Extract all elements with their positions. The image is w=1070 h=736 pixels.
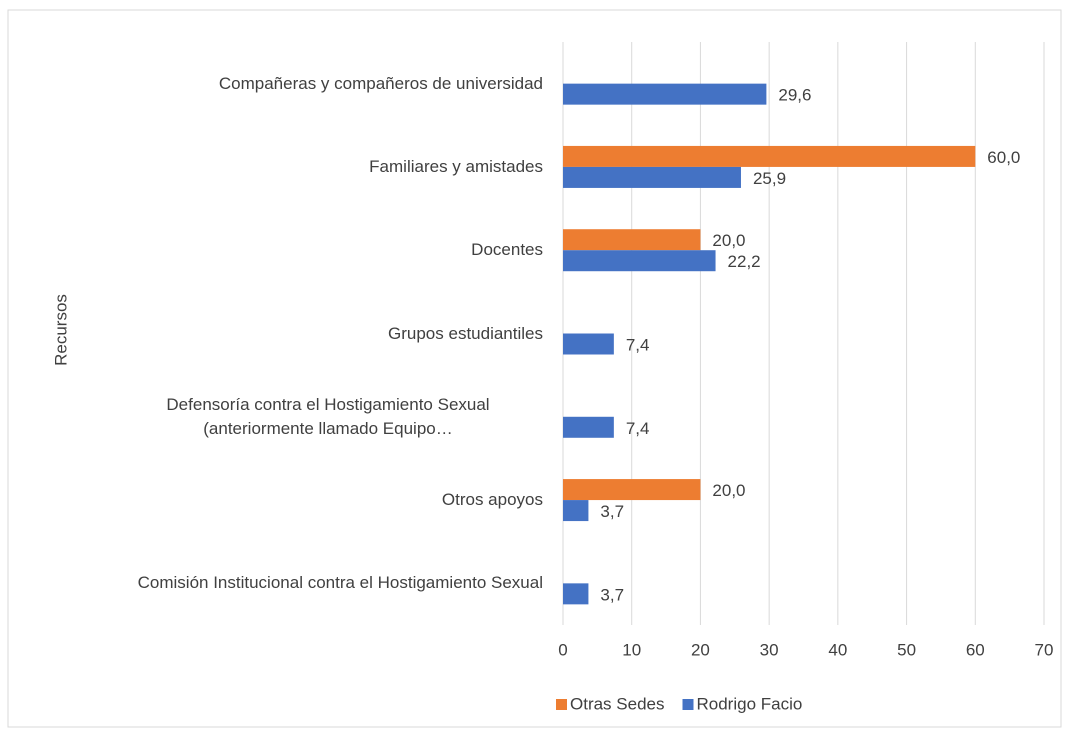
y-tick-label: Grupos estudiantiles (113, 322, 543, 346)
bar (563, 416, 614, 438)
bar (563, 479, 701, 501)
category-text: Compañeras y compañeros de universidad (218, 73, 543, 93)
x-tick-label: 70 (1035, 640, 1054, 659)
y-tick-label: Otros apoyos (113, 488, 543, 512)
y-tick-label: Docentes (113, 238, 543, 262)
chart-border (7, 9, 1062, 728)
category-text: Defensoría contra el Hostigamiento Sexua… (166, 394, 490, 438)
data-label: 22,2 (728, 252, 761, 271)
x-tick-label: 20 (691, 640, 710, 659)
data-label: 3,7 (600, 585, 624, 604)
bar (563, 250, 716, 272)
y-axis-title: Recursos (51, 294, 70, 366)
bar (563, 229, 701, 251)
data-label: 3,7 (600, 502, 624, 521)
y-tick-label: Compañeras y compañeros de universidad (113, 72, 543, 96)
data-label: 60,0 (987, 148, 1020, 167)
legend-label: Otras Sedes (570, 694, 665, 713)
y-tick-label: Comisión Institucional contra el Hostiga… (113, 571, 543, 595)
y-tick-label: Familiares y amistades (113, 155, 543, 179)
x-tick-label: 0 (558, 640, 567, 659)
data-label: 20,0 (712, 231, 745, 250)
legend-swatch (556, 699, 567, 710)
data-label: 7,4 (626, 335, 650, 354)
bar (563, 333, 614, 355)
category-text: Familiares y amistades (369, 156, 543, 176)
x-tick-label: 60 (966, 640, 985, 659)
category-text: Grupos estudiantiles (388, 323, 543, 343)
bar (563, 166, 741, 188)
legend-label: Rodrigo Facio (697, 694, 803, 713)
category-text: Otros apoyos (441, 490, 543, 510)
bar (563, 583, 589, 605)
data-label: 7,4 (626, 419, 650, 438)
x-tick-label: 50 (897, 640, 916, 659)
legend-swatch (682, 699, 694, 710)
y-tick-label: Defensoría contra el Hostigamiento Sexua… (113, 393, 543, 441)
x-tick-label: 30 (760, 640, 779, 659)
category-text: Docentes (471, 240, 543, 260)
bar (563, 500, 589, 522)
data-label: 29,6 (778, 86, 811, 105)
category-text: Comisión Institucional contra el Hostiga… (137, 573, 543, 593)
x-tick-label: 40 (828, 640, 847, 659)
data-label: 20,0 (712, 481, 745, 500)
bar (563, 145, 976, 167)
data-label: 25,9 (753, 169, 786, 188)
x-tick-label: 10 (622, 640, 641, 659)
bar (563, 83, 767, 105)
